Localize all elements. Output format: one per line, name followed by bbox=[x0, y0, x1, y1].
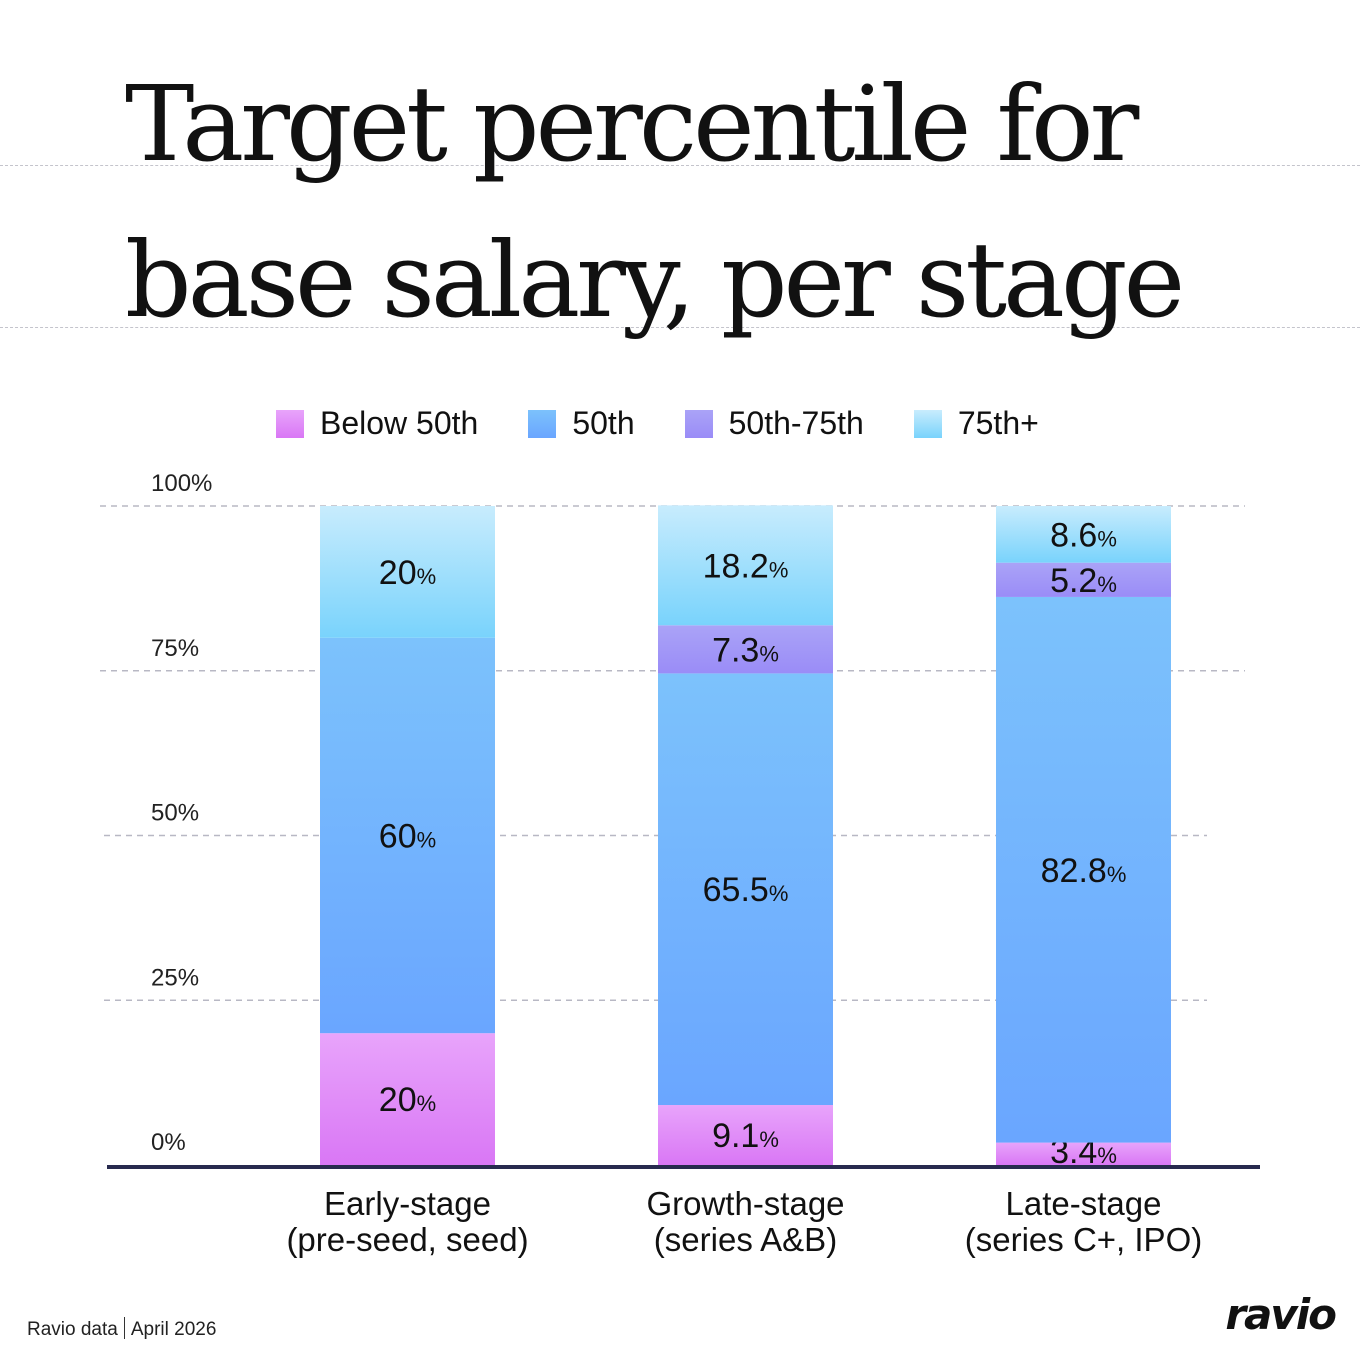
y-tick-label: 50% bbox=[151, 800, 199, 827]
legend-swatch bbox=[913, 409, 942, 438]
legend-label: 50th bbox=[572, 405, 635, 441]
legend-label: 50th-75th bbox=[728, 405, 864, 441]
bar-segment bbox=[996, 596, 1171, 1143]
legend-swatch bbox=[528, 409, 557, 438]
legend-item: 50th-75th bbox=[684, 405, 864, 442]
bar-segment bbox=[658, 625, 833, 674]
data-label: 20% bbox=[379, 554, 436, 592]
legend-swatch bbox=[684, 409, 713, 438]
chart-title-line-2: base salary, per stage bbox=[125, 219, 1185, 341]
legend-item: Below 50th bbox=[276, 405, 478, 442]
y-tick-label: 25% bbox=[151, 964, 199, 991]
bar-segment bbox=[996, 1142, 1171, 1165]
source-text: Ravio data bbox=[27, 1319, 118, 1340]
bar-segment bbox=[658, 505, 833, 626]
legend-item: 75th+ bbox=[913, 405, 1039, 442]
legend-swatch bbox=[276, 409, 304, 438]
ravio-logo: ravio bbox=[1225, 1290, 1337, 1339]
bar-segment bbox=[996, 562, 1171, 597]
x-tick-label: Late-stage bbox=[1006, 1185, 1162, 1222]
footer: Ravio data April 2026 bbox=[27, 1317, 216, 1341]
bar-segment bbox=[320, 506, 495, 638]
x-tick-label: (series C+, IPO) bbox=[965, 1221, 1202, 1258]
bar-segment bbox=[658, 1105, 833, 1165]
title-guide-line bbox=[0, 165, 1360, 166]
bar-segment bbox=[658, 673, 833, 1106]
title-guide-line bbox=[0, 327, 1360, 328]
y-tick-label: 75% bbox=[151, 635, 199, 662]
data-label: 5.2% bbox=[1050, 562, 1117, 600]
legend-label: 75th+ bbox=[957, 405, 1039, 441]
legend: Below 50th 50th 50th-75th 75th+ bbox=[276, 405, 1089, 442]
x-tick-label: Early-stage bbox=[324, 1185, 491, 1222]
legend-item: 50th bbox=[528, 405, 635, 442]
bar-segment bbox=[996, 506, 1171, 563]
bar-segment bbox=[320, 637, 495, 1034]
x-tick-label: Growth-stage bbox=[646, 1185, 844, 1222]
x-tick-label: (series A&B) bbox=[654, 1221, 837, 1258]
date-text: April 2026 bbox=[130, 1319, 217, 1340]
data-label: 7.3% bbox=[712, 631, 779, 669]
y-tick-label: 100% bbox=[151, 470, 212, 497]
chart-title-line-1: Target percentile for bbox=[125, 63, 1139, 185]
x-tick-label: (pre-seed, seed) bbox=[286, 1221, 528, 1258]
y-tick-label: 0% bbox=[151, 1129, 186, 1156]
bar-segment bbox=[320, 1033, 495, 1165]
divider bbox=[123, 1317, 125, 1339]
legend-label: Below 50th bbox=[320, 405, 479, 441]
